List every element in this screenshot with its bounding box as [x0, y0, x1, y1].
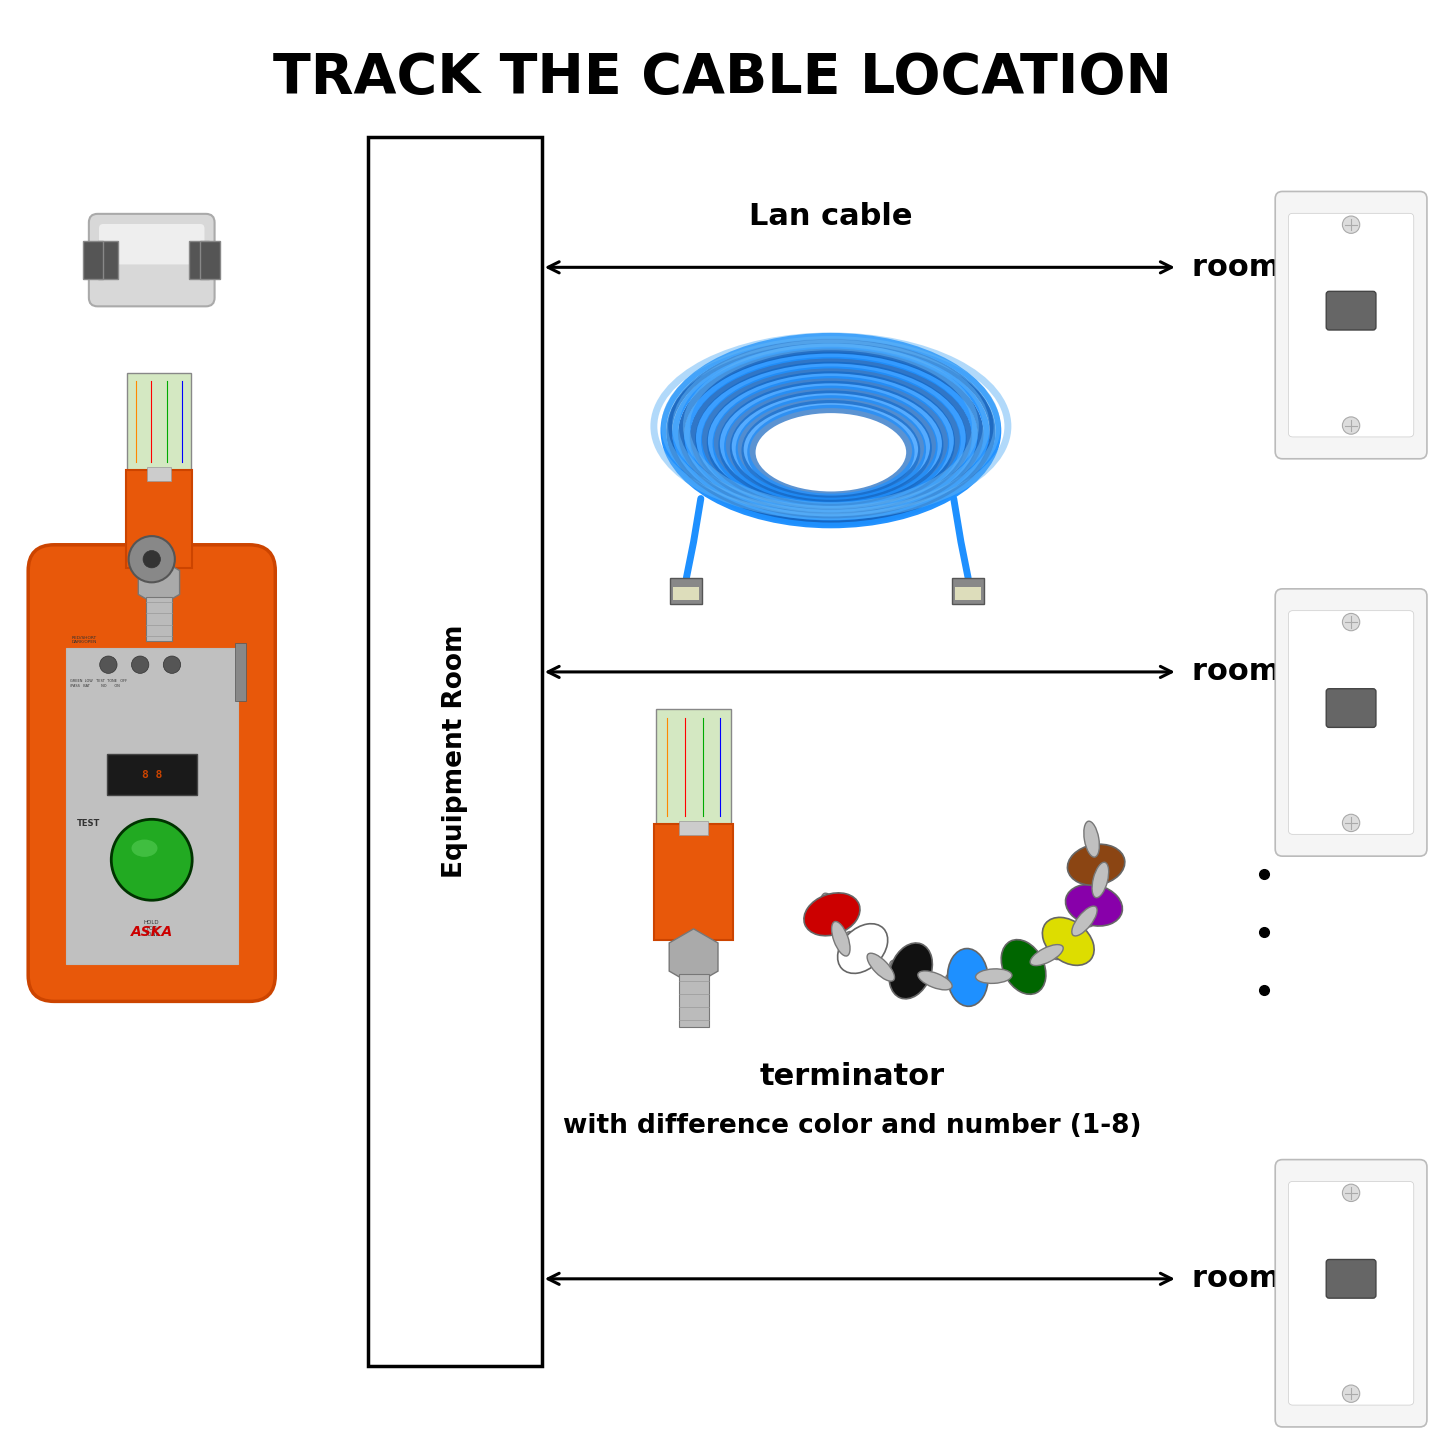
Ellipse shape — [1072, 906, 1097, 936]
Bar — [147, 467, 171, 481]
Text: terminator: terminator — [760, 1062, 945, 1091]
Ellipse shape — [945, 968, 990, 985]
Text: Equipment Room: Equipment Room — [442, 624, 468, 879]
Circle shape — [129, 536, 175, 582]
FancyBboxPatch shape — [1289, 611, 1413, 834]
Bar — [126, 470, 192, 568]
FancyBboxPatch shape — [1327, 292, 1376, 329]
FancyBboxPatch shape — [1327, 1260, 1376, 1298]
FancyBboxPatch shape — [1289, 214, 1413, 436]
Text: Lan cable: Lan cable — [749, 202, 913, 231]
Ellipse shape — [1092, 863, 1108, 897]
Ellipse shape — [1084, 883, 1104, 926]
Text: TEST: TEST — [77, 819, 101, 828]
Bar — [65, 649, 238, 964]
Ellipse shape — [1065, 884, 1123, 926]
Ellipse shape — [1087, 842, 1105, 887]
Circle shape — [1342, 1185, 1360, 1201]
FancyBboxPatch shape — [1327, 689, 1376, 727]
Ellipse shape — [803, 893, 860, 936]
Ellipse shape — [1030, 945, 1064, 965]
Ellipse shape — [821, 893, 842, 935]
Circle shape — [1342, 613, 1360, 630]
Bar — [955, 587, 981, 600]
Bar — [146, 597, 172, 642]
Ellipse shape — [867, 954, 894, 981]
Text: with difference color and number (1-8): with difference color and number (1-8) — [564, 1113, 1142, 1139]
Text: HOLD
FOR
TONE: HOLD FOR TONE — [144, 920, 159, 936]
Circle shape — [163, 656, 181, 673]
Text: TRACK THE CABLE LOCATION: TRACK THE CABLE LOCATION — [273, 51, 1172, 104]
Ellipse shape — [1001, 939, 1046, 994]
Text: room 1: room 1 — [1192, 253, 1312, 282]
Circle shape — [1342, 1384, 1360, 1402]
FancyBboxPatch shape — [90, 214, 214, 306]
Ellipse shape — [838, 923, 887, 974]
Circle shape — [143, 551, 160, 568]
Ellipse shape — [131, 840, 158, 857]
FancyBboxPatch shape — [27, 545, 275, 1001]
Ellipse shape — [889, 944, 932, 998]
Circle shape — [1342, 215, 1360, 234]
Ellipse shape — [1084, 821, 1100, 857]
Text: ASKA: ASKA — [130, 925, 173, 939]
FancyBboxPatch shape — [656, 709, 731, 825]
FancyBboxPatch shape — [98, 224, 205, 264]
Bar — [673, 587, 699, 600]
Bar — [679, 974, 708, 1026]
Text: room 8: room 8 — [1192, 1264, 1312, 1293]
Bar — [107, 754, 197, 795]
Bar — [199, 241, 220, 279]
Ellipse shape — [975, 968, 1012, 984]
Text: GREEN  LOW   TEST  TONE   OFF
/PASS   BAT          NO       ON: GREEN LOW TEST TONE OFF /PASS BAT NO ON — [69, 679, 127, 688]
Ellipse shape — [890, 959, 932, 983]
Bar — [670, 578, 702, 604]
FancyBboxPatch shape — [1289, 1182, 1413, 1405]
Bar — [98, 241, 118, 279]
Circle shape — [1342, 815, 1360, 832]
Ellipse shape — [832, 922, 850, 957]
FancyBboxPatch shape — [1276, 590, 1426, 855]
Text: 8 8: 8 8 — [142, 770, 162, 779]
Ellipse shape — [948, 948, 988, 1006]
Text: room 2: room 2 — [1192, 657, 1312, 686]
Text: RED/SHORT
DARK/OPEN: RED/SHORT DARK/OPEN — [71, 636, 97, 644]
FancyBboxPatch shape — [127, 373, 191, 471]
Ellipse shape — [918, 971, 952, 990]
Bar — [368, 137, 542, 1366]
Circle shape — [1342, 416, 1360, 434]
Bar — [188, 241, 208, 279]
Bar — [952, 578, 984, 604]
Bar — [234, 643, 246, 701]
Ellipse shape — [845, 932, 880, 965]
Ellipse shape — [1042, 918, 1094, 965]
FancyBboxPatch shape — [1276, 192, 1426, 460]
Circle shape — [100, 656, 117, 673]
Bar — [655, 824, 733, 941]
Ellipse shape — [1053, 923, 1084, 959]
FancyBboxPatch shape — [1276, 1159, 1426, 1428]
Ellipse shape — [1068, 844, 1124, 886]
Ellipse shape — [1003, 954, 1043, 980]
Bar — [679, 821, 708, 835]
Circle shape — [131, 656, 149, 673]
Circle shape — [111, 819, 192, 900]
Bar — [84, 241, 104, 279]
